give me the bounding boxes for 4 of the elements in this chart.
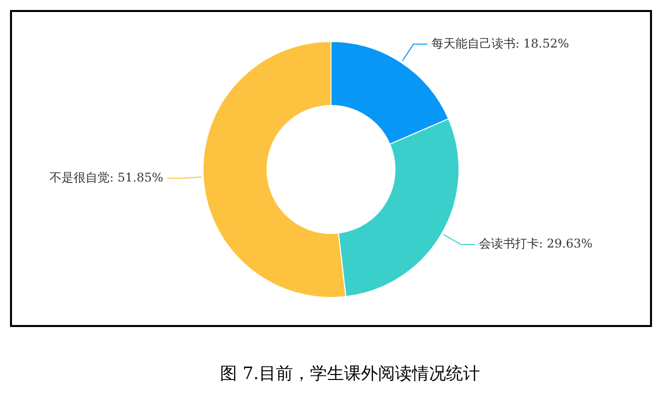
slice-label: 会读书打卡: 29.63% [478, 236, 593, 251]
slice-label: 每天能自己读书: 18.52% [431, 36, 570, 50]
text: 图 7.目前，学生课外阅读情况统计 [219, 363, 481, 385]
slice-label: 不是很自觉: 51.85% [50, 170, 164, 184]
